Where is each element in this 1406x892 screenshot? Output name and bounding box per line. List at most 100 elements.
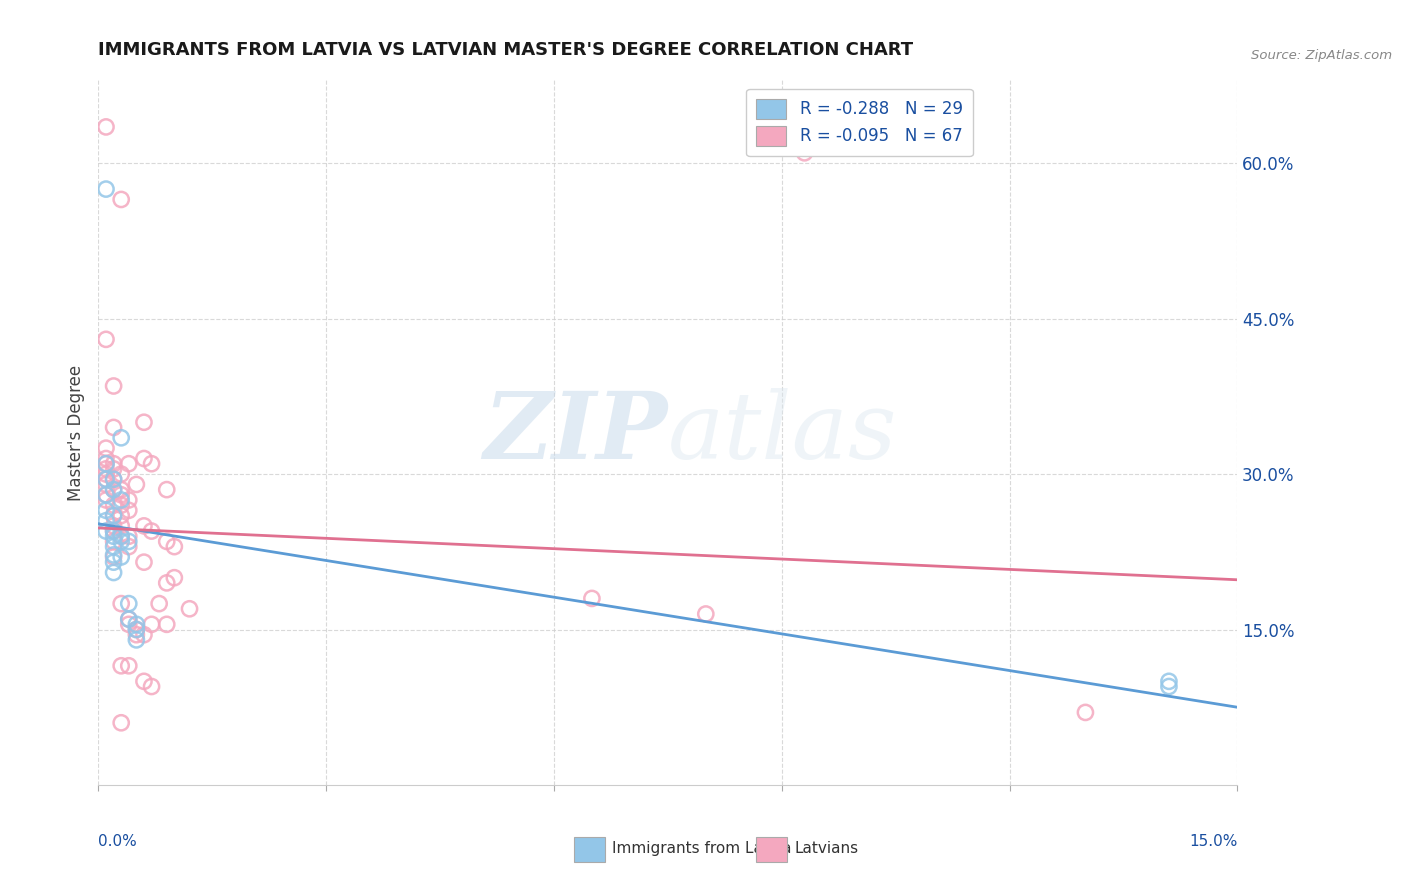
Point — [103, 524, 125, 538]
Point — [125, 477, 148, 491]
Point — [110, 483, 132, 497]
Text: Latvians: Latvians — [794, 841, 859, 856]
Point — [103, 462, 125, 476]
Point — [94, 503, 117, 517]
Point — [103, 483, 125, 497]
Point — [94, 514, 117, 528]
Point — [94, 477, 117, 491]
Point — [163, 571, 186, 585]
Point — [695, 607, 717, 621]
Point — [118, 534, 141, 549]
Point — [94, 182, 117, 196]
Point — [148, 597, 170, 611]
Point — [141, 680, 163, 694]
Point — [103, 508, 125, 523]
Point — [94, 462, 117, 476]
Point — [118, 658, 141, 673]
Text: 0.0%: 0.0% — [98, 834, 138, 849]
Point — [94, 457, 117, 471]
Point — [132, 519, 155, 533]
Point — [94, 120, 117, 134]
Point — [110, 467, 132, 481]
Point — [141, 457, 163, 471]
Point — [94, 488, 117, 502]
Point — [94, 451, 117, 466]
Point — [110, 508, 132, 523]
Point — [125, 623, 148, 637]
Point — [118, 457, 141, 471]
Point — [1074, 706, 1097, 720]
Point — [94, 441, 117, 455]
Point — [141, 617, 163, 632]
Point — [110, 519, 132, 533]
Point — [110, 715, 132, 730]
Point — [118, 529, 141, 543]
Point — [103, 549, 125, 564]
Text: ZIP: ZIP — [484, 388, 668, 477]
Point — [94, 472, 117, 486]
Point — [141, 524, 163, 538]
Point — [110, 549, 132, 564]
Point — [118, 612, 141, 626]
Point — [132, 415, 155, 429]
Point — [110, 498, 132, 512]
Point — [103, 498, 125, 512]
Point — [1157, 674, 1180, 689]
Point — [1157, 680, 1180, 694]
Point — [132, 628, 155, 642]
Point — [103, 472, 125, 486]
Point — [793, 145, 815, 160]
Point — [118, 493, 141, 508]
Point — [132, 555, 155, 569]
Point — [110, 529, 132, 543]
Point — [103, 555, 125, 569]
Point — [103, 548, 125, 562]
Point — [163, 540, 186, 554]
Text: atlas: atlas — [668, 388, 897, 477]
Point — [110, 534, 132, 549]
Point — [110, 597, 132, 611]
Point — [103, 472, 125, 486]
Point — [110, 493, 132, 508]
Text: Source: ZipAtlas.com: Source: ZipAtlas.com — [1251, 49, 1392, 62]
Point — [94, 457, 117, 471]
Point — [110, 193, 132, 207]
Point — [94, 524, 117, 538]
Text: 15.0%: 15.0% — [1189, 834, 1237, 849]
Point — [156, 617, 179, 632]
Point — [94, 493, 117, 508]
Legend: R = -0.288   N = 29, R = -0.095   N = 67: R = -0.288 N = 29, R = -0.095 N = 67 — [747, 88, 973, 156]
Point — [118, 503, 141, 517]
Point — [103, 540, 125, 554]
Y-axis label: Master's Degree: Master's Degree — [66, 365, 84, 500]
Point — [125, 632, 148, 647]
Point — [125, 628, 148, 642]
Point — [125, 617, 148, 632]
Point — [125, 623, 148, 637]
Point — [103, 420, 125, 434]
Point — [118, 617, 141, 632]
Point — [103, 524, 125, 538]
Point — [94, 472, 117, 486]
Point — [156, 534, 179, 549]
Point — [94, 467, 117, 481]
Point — [103, 379, 125, 393]
Point — [103, 457, 125, 471]
Point — [103, 508, 125, 523]
Point — [110, 431, 132, 445]
Point — [103, 519, 125, 533]
Point — [103, 483, 125, 497]
Text: IMMIGRANTS FROM LATVIA VS LATVIAN MASTER'S DEGREE CORRELATION CHART: IMMIGRANTS FROM LATVIA VS LATVIAN MASTER… — [98, 41, 914, 59]
Text: Immigrants from Latvia: Immigrants from Latvia — [612, 841, 792, 856]
Point — [118, 597, 141, 611]
Point — [156, 483, 179, 497]
Point — [132, 451, 155, 466]
Point — [581, 591, 603, 606]
Point — [94, 332, 117, 346]
Point — [94, 488, 117, 502]
Point — [118, 612, 141, 626]
Point — [110, 529, 132, 543]
Point — [110, 488, 132, 502]
Point — [118, 540, 141, 554]
Point — [132, 674, 155, 689]
